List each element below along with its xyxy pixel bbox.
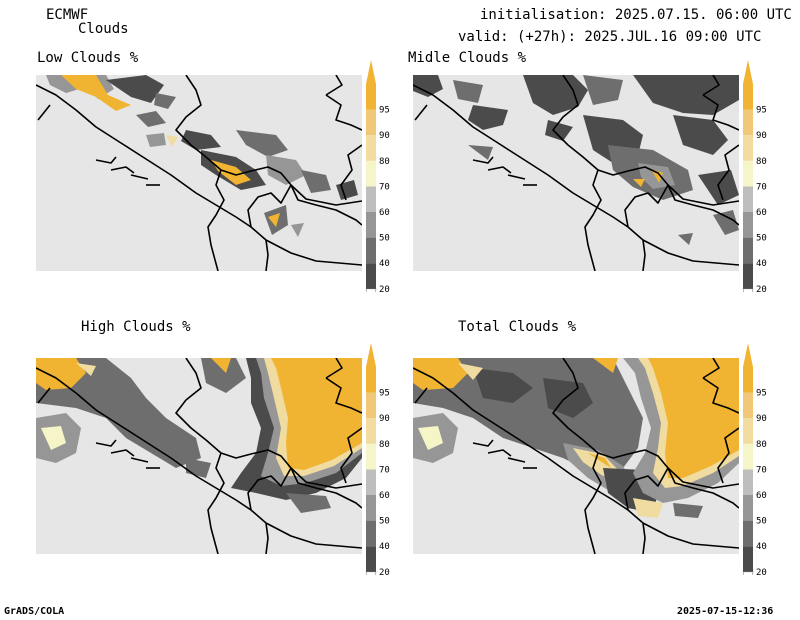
colorbar-lower-triangle — [742, 288, 754, 292]
low-clouds-map — [36, 75, 362, 271]
colorbar-label: 40 — [379, 259, 390, 269]
colorbar-middle: 20 40 50 60 70 80 90 95 — [742, 60, 767, 292]
colorbar-segment — [366, 186, 376, 212]
colorbar-label: 80 — [379, 157, 390, 167]
colorbar-low: 20 40 50 60 70 80 90 95 — [365, 60, 390, 292]
field-name: Clouds — [78, 21, 129, 37]
colorbar-label: 90 — [379, 414, 390, 424]
colorbar-segment — [743, 443, 753, 470]
panel-title-low: Low Clouds % — [37, 50, 139, 66]
middle-clouds-map — [413, 75, 739, 271]
colorbar-segment — [366, 495, 376, 521]
colorbar-label: 20 — [756, 285, 767, 292]
colorbar-segment — [743, 109, 753, 136]
colorbar-segment — [366, 212, 376, 238]
colorbar-label: 20 — [756, 568, 767, 575]
colorbar-segment — [366, 237, 376, 264]
colorbar-segment — [743, 212, 753, 238]
colorbar-segment — [366, 392, 376, 419]
colorbar-label: 60 — [756, 208, 767, 218]
colorbar-label: 20 — [379, 285, 390, 292]
colorbar-label: 50 — [756, 517, 767, 527]
colorbar-segment — [366, 84, 376, 110]
colorbar-segment — [743, 546, 753, 572]
colorbar-segment — [743, 418, 753, 444]
colorbar-label: 40 — [756, 259, 767, 269]
colorbar-segment — [366, 135, 376, 161]
colorbar-upper-triangle — [743, 60, 753, 84]
high-cloud-patches — [36, 358, 362, 513]
colorbar-upper-triangle — [366, 343, 376, 367]
colorbar-label: 60 — [379, 491, 390, 501]
colorbar-label: 80 — [756, 157, 767, 167]
colorbar-label: 70 — [756, 182, 767, 192]
colorbar-segment — [743, 186, 753, 212]
colorbar-label: 90 — [756, 131, 767, 141]
footer-timestamp: 2025-07-15-12:36 — [677, 606, 774, 617]
high-borders — [36, 358, 362, 554]
colorbar-label: 50 — [379, 234, 390, 244]
colorbar-label: 95 — [379, 389, 390, 399]
colorbar-label: 70 — [379, 182, 390, 192]
model-name: ECMWF — [46, 7, 89, 23]
colorbar-label: 40 — [379, 542, 390, 552]
colorbar-lower-triangle — [742, 571, 754, 575]
total-cloud-patches — [413, 358, 739, 518]
colorbar-label: 70 — [379, 465, 390, 475]
footer-software: GrADS/COLA — [4, 606, 65, 617]
high-clouds-map — [36, 358, 362, 554]
initialisation-time: initialisation: 2025.07.15. 06:00 UTC — [480, 7, 792, 23]
colorbar-segment — [366, 469, 376, 495]
colorbar-label: 60 — [756, 491, 767, 501]
colorbar-segment — [743, 520, 753, 547]
total-clouds-map — [413, 358, 739, 554]
colorbar-upper-triangle — [366, 60, 376, 84]
colorbar-total: 20 40 50 60 70 80 90 95 — [742, 343, 767, 575]
colorbar-segment — [366, 263, 376, 289]
colorbar-label: 95 — [756, 106, 767, 116]
colorbar-segment — [366, 367, 376, 393]
colorbar-segment — [366, 418, 376, 444]
colorbar-segment — [743, 160, 753, 187]
colorbar-high: 20 40 50 60 70 80 90 95 — [365, 343, 390, 575]
colorbar-label: 20 — [379, 568, 390, 575]
low-borders — [36, 75, 362, 271]
middle-borders — [413, 75, 739, 271]
colorbar-label: 50 — [379, 517, 390, 527]
colorbar-segment — [366, 160, 376, 187]
colorbar-label: 90 — [379, 131, 390, 141]
colorbar-segment — [743, 367, 753, 393]
colorbar-segment — [366, 520, 376, 547]
colorbar-label: 60 — [379, 208, 390, 218]
valid-time: valid: (+27h): 2025.JUL.16 09:00 UTC — [458, 29, 762, 45]
colorbar-label: 50 — [756, 234, 767, 244]
colorbar-upper-triangle — [743, 343, 753, 367]
panel-title-middle: Midle Clouds % — [408, 50, 527, 66]
colorbar-label: 90 — [756, 414, 767, 424]
panel-title-total: Total Clouds % — [458, 319, 577, 335]
colorbar-segment — [743, 135, 753, 161]
colorbar-label: 70 — [756, 465, 767, 475]
colorbar-segment — [366, 443, 376, 470]
colorbar-label: 40 — [756, 542, 767, 552]
colorbar-segment — [743, 263, 753, 289]
colorbar-segment — [743, 495, 753, 521]
colorbar-segment — [743, 237, 753, 264]
colorbar-label: 95 — [756, 389, 767, 399]
panel-title-high: High Clouds % — [81, 319, 191, 335]
colorbar-segment — [366, 546, 376, 572]
colorbar-segment — [366, 109, 376, 136]
colorbar-segment — [743, 469, 753, 495]
total-borders — [413, 358, 739, 554]
colorbar-lower-triangle — [365, 288, 377, 292]
colorbar-label: 95 — [379, 106, 390, 116]
colorbar-segment — [743, 84, 753, 110]
colorbar-lower-triangle — [365, 571, 377, 575]
colorbar-segment — [743, 392, 753, 419]
colorbar-label: 80 — [379, 440, 390, 450]
colorbar-label: 80 — [756, 440, 767, 450]
